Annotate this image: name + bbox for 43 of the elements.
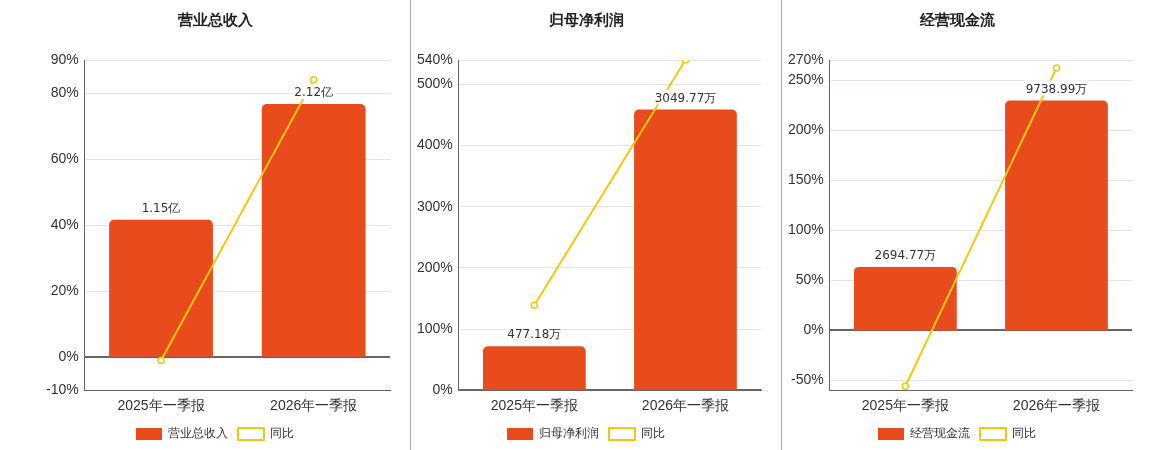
y-tick-label: 540% [416,50,453,67]
chart-title: 归母净利润 [547,10,624,29]
y-tick-label: 40% [50,215,79,232]
x-tick-label: 2026年一季报 [270,397,358,414]
x-tick-label: 2025年一季报 [861,397,949,414]
legend-label: 归母净利润 [539,426,599,441]
x-tick-label: 2025年一季报 [117,397,205,414]
y-tick-label: 200% [787,120,824,137]
legend-label: 同比 [641,426,665,441]
y-tick-label: 270% [787,50,824,67]
data-label: 1.15亿 [141,200,181,215]
y-tick-label: 50% [795,270,824,287]
x-tick-label: 2026年一季报 [641,397,730,414]
y-tick-label: -50% [791,371,824,388]
x-tick-label: 2025年一季报 [490,397,578,414]
data-label: 9738.99万 [1025,81,1088,96]
y-tick-label: 150% [787,170,824,187]
chart-title: 经营现金流 [918,10,996,29]
y-tick-label: 60% [50,149,79,166]
chart-title: 营业总收入 [176,10,254,29]
y-tick-label: 0% [58,348,79,365]
legend-label: 同比 [1012,426,1036,441]
x-tick-label: 2026年一季报 [1012,397,1101,414]
y-tick-label: 400% [416,136,453,153]
y-tick-label: 300% [416,197,453,214]
y-tick-label: 100% [416,319,453,336]
y-tick-label: 200% [416,258,453,275]
y-tick-label: 80% [50,83,79,100]
y-tick-label: 0% [432,381,453,398]
data-label: 3049.77万 [654,90,717,105]
y-tick-label: 90% [50,50,79,67]
y-tick-label: 100% [787,220,824,237]
legend-label: 经营现金流 [910,426,970,441]
data-label: 477.18万 [507,327,562,342]
data-label: 2694.77万 [874,248,937,263]
legend-label: 同比 [270,426,294,441]
y-tick-label: -10% [46,381,79,398]
y-tick-label: 0% [803,321,824,338]
y-tick-label: 20% [50,282,79,298]
y-tick-label: 250% [787,70,824,87]
data-label: 2.12亿 [294,85,334,100]
y-tick-label: 500% [416,75,453,92]
legend-label: 营业总收入 [168,426,228,441]
